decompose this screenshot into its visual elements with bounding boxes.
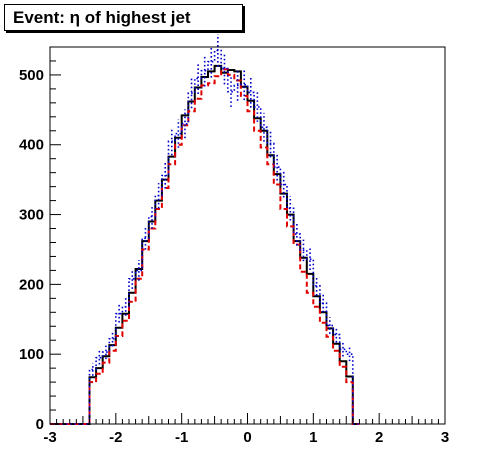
series-line-0: [50, 64, 360, 425]
x-tick-label: -3: [43, 429, 56, 446]
x-tick-label: -2: [109, 429, 122, 446]
x-tick-label: 0: [243, 429, 251, 446]
y-tick-label: 300: [19, 207, 44, 224]
y-tick-label: 0: [36, 416, 44, 433]
x-tick-label: 2: [375, 429, 383, 446]
chart-title-box: Event: η of highest jet: [4, 4, 243, 31]
y-tick-label: 400: [19, 137, 44, 154]
x-tick-label: 1: [309, 429, 317, 446]
series-layer: [50, 34, 360, 425]
axes-layer: -3 -2 -1 0 1 2 3 0 100 200 300 400 500: [19, 46, 449, 446]
chart-title: Event: η of highest jet: [13, 8, 191, 27]
x-tick-label: -1: [175, 429, 188, 446]
y-tick-label: 500: [19, 67, 44, 84]
y-tick-label: 200: [19, 276, 44, 293]
x-tick-label: 3: [441, 429, 449, 446]
series-line-1: [50, 68, 360, 425]
y-tick-label: 100: [19, 346, 44, 363]
